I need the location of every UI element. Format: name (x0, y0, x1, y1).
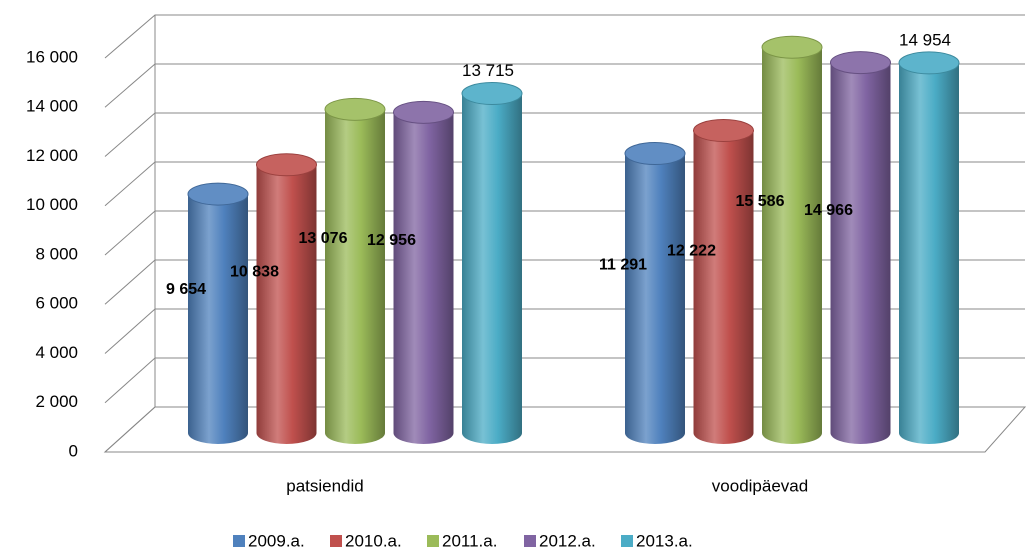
cylinder-body (830, 62, 891, 434)
value-label: 12 956 (367, 232, 416, 249)
cylinder-top (830, 51, 891, 75)
cylinder-body (256, 164, 317, 433)
cylinder-top (461, 82, 523, 106)
legend-label: 2012.a. (539, 531, 596, 550)
cylinder-base (393, 422, 454, 444)
y-tick-label: 4 000 (35, 343, 78, 362)
cylinder-top (256, 153, 317, 177)
value-label: 10 838 (230, 263, 279, 280)
x-tick-label: voodipäevad (712, 476, 808, 495)
cylinder-body (462, 93, 522, 434)
cylinder-base (462, 422, 522, 444)
cylinder-top (393, 100, 454, 124)
cylinder-base (762, 422, 822, 444)
cylinder-body (393, 112, 454, 434)
cylinder-top (324, 97, 386, 121)
cylinder-top (187, 182, 249, 206)
value-label: 13 715 (462, 61, 514, 80)
legend-swatch (330, 535, 342, 547)
legend-swatch (524, 535, 536, 547)
value-label: 9 654 (166, 281, 206, 298)
value-label: 15 586 (736, 193, 785, 210)
cylinder-body (693, 130, 754, 433)
cylinder-base (899, 422, 959, 444)
y-tick-label: 16 000 (26, 47, 78, 66)
cylinder-base (625, 422, 685, 444)
cylinder-body (325, 109, 385, 433)
grid-line (104, 14, 1025, 59)
legend-label: 2010.a. (345, 531, 402, 550)
cylinder-top (624, 142, 686, 166)
cylinder-base (325, 422, 385, 444)
cylinder-top (693, 119, 754, 143)
cylinder-body (625, 153, 685, 434)
y-tick-label: 2 000 (35, 392, 78, 411)
y-tick-label: 10 000 (26, 195, 78, 214)
cylinder-base (830, 422, 891, 444)
cylinder-body (762, 47, 822, 434)
y-tick-label: 6 000 (35, 294, 78, 313)
y-tick-label: 14 000 (26, 97, 78, 116)
legend-swatch (621, 535, 633, 547)
value-label: 11 291 (599, 257, 647, 274)
value-label: 14 954 (899, 30, 951, 49)
legend-swatch (233, 535, 245, 547)
cylinder-body (188, 194, 248, 433)
legend-label: 2011.a. (442, 531, 497, 550)
legend-label: 2013.a. (636, 531, 693, 550)
cylinder-base (188, 422, 248, 444)
grid-line (104, 63, 1025, 108)
y-tick-label: 0 (69, 441, 78, 460)
y-tick-label: 8 000 (35, 244, 78, 263)
cylinder-base (256, 422, 317, 444)
cylinder-top (761, 35, 823, 59)
x-tick-label: patsiendid (286, 476, 364, 495)
legend-label: 2009.a. (248, 531, 305, 550)
cylinder-body (899, 62, 959, 434)
value-label: 13 076 (299, 230, 348, 247)
cylinder-base (693, 422, 754, 444)
grid-line (104, 112, 1025, 157)
cylinder-top (898, 51, 960, 75)
value-label: 12 222 (667, 243, 716, 260)
y-tick-label: 12 000 (26, 146, 78, 165)
legend-swatch (427, 535, 439, 547)
value-label: 14 966 (804, 202, 853, 219)
